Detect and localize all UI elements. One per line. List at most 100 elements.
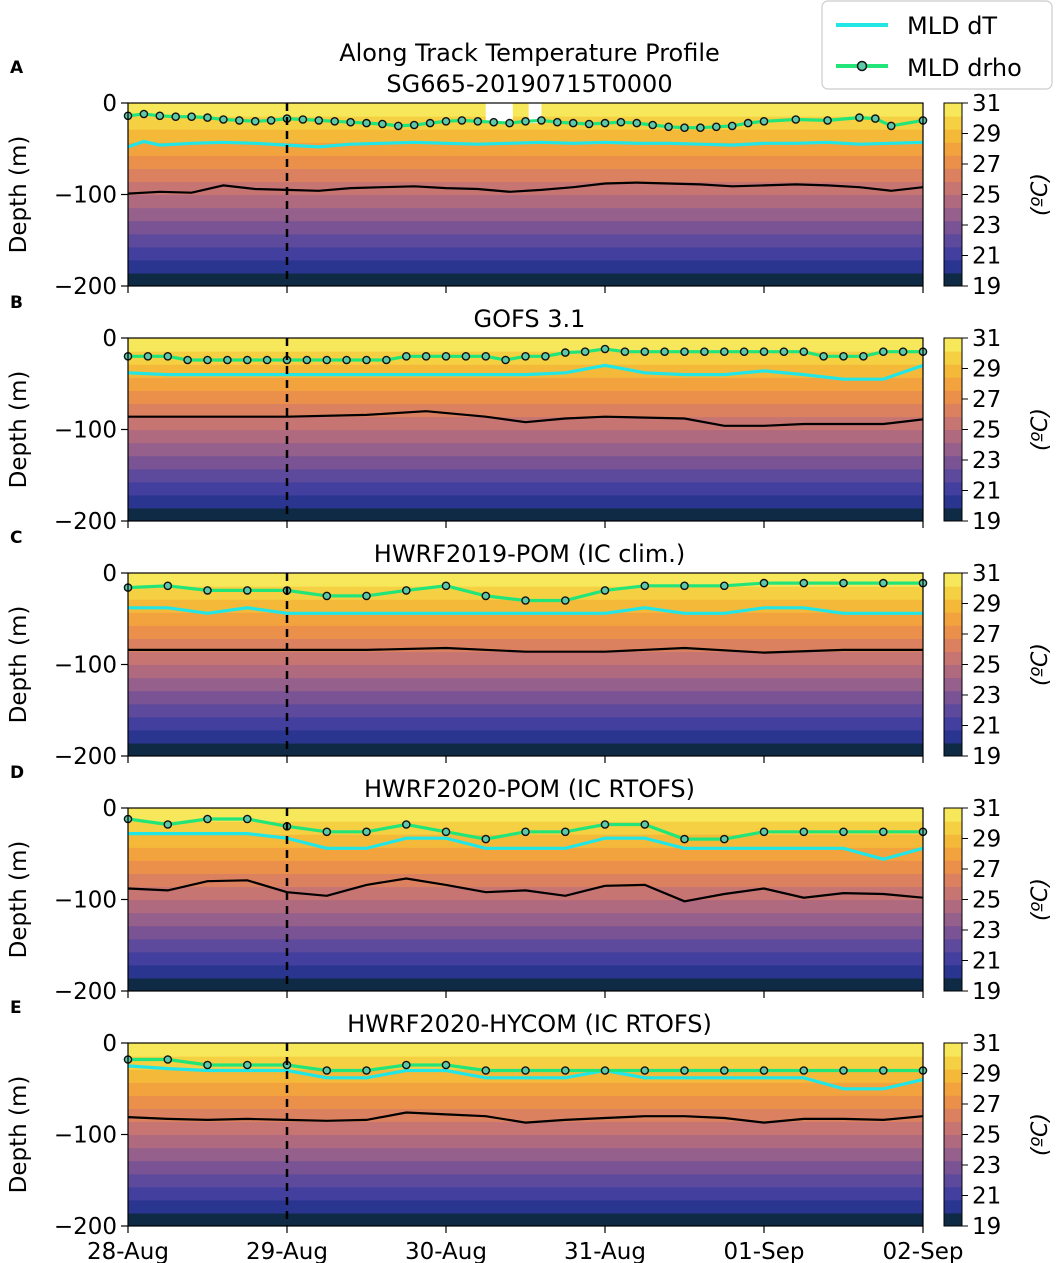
colorbar-segment <box>944 834 962 848</box>
isotherm-26-line <box>128 181 923 195</box>
temperature-band <box>128 1134 923 1149</box>
mld-drho-marker <box>234 116 244 125</box>
mld-drho-marker <box>171 112 180 121</box>
colorbar-tick-label: 27 <box>972 622 1001 648</box>
colorbar-tick-label: 27 <box>972 857 1001 883</box>
temperature-band <box>128 703 923 718</box>
mld-drho-marker <box>600 820 610 829</box>
mld-drho-marker <box>823 116 832 125</box>
temperature-band <box>128 259 923 274</box>
panel-letter: E <box>10 998 22 1018</box>
panel-title: Along Track Temperature Profile <box>339 39 720 67</box>
mld-drho-marker <box>489 117 499 127</box>
temperature-band <box>128 977 923 991</box>
mld-drho-marker <box>362 118 371 128</box>
mld-drho-marker <box>680 347 689 357</box>
mld-drho-marker <box>481 351 491 361</box>
colorbar-segment <box>944 951 962 966</box>
colorbar-segment <box>944 847 962 861</box>
colorbar-tick-label: 23 <box>972 213 1001 239</box>
temperature-band <box>128 742 923 756</box>
mld-drho-marker <box>266 116 276 125</box>
mld-drho-marker <box>382 355 391 365</box>
mld-drho-marker <box>616 117 626 127</box>
mld-drho-marker <box>242 355 252 365</box>
temperature-band <box>128 220 923 235</box>
mld-drho-marker <box>163 581 173 591</box>
colorbar-segment <box>944 481 962 496</box>
colorbar-segment <box>944 977 962 992</box>
mld-drho-marker <box>163 351 173 361</box>
mld-drho-marker <box>163 820 173 829</box>
mld-drho-marker <box>600 586 610 595</box>
temperature-band <box>128 1173 923 1188</box>
colorbar-segment <box>944 233 962 248</box>
mld-drho-marker <box>401 1060 411 1070</box>
mld-dT-line <box>128 139 923 149</box>
mld-drho-marker <box>553 117 562 127</box>
temperature-band <box>128 612 923 626</box>
colorbar: 31 29 27 25 23 21 19 (ºC) <box>943 796 1053 1005</box>
temperature-band <box>128 194 923 209</box>
colorbar-label: (ºC) <box>1028 643 1053 686</box>
mld-drho-marker <box>203 814 212 824</box>
mld-drho-marker <box>481 591 491 601</box>
mld-drho-marker <box>664 122 673 132</box>
mld-drho-marker <box>203 586 212 595</box>
mld-drho-marker <box>879 578 888 588</box>
colorbar-segment <box>944 1160 962 1175</box>
mld-drho-marker <box>839 351 848 361</box>
y-tick-label: −200 <box>54 979 117 1005</box>
colorbar-segment <box>944 1199 962 1214</box>
temperature-field <box>128 338 923 521</box>
mld-drho-marker <box>322 591 332 601</box>
mld-drho-marker <box>322 1066 332 1075</box>
mld-drho-marker <box>561 596 570 605</box>
colorbar-tick-label: 27 <box>972 1092 1001 1118</box>
mld-drho-marker <box>712 122 721 132</box>
mld-dT-line <box>128 832 923 861</box>
colorbar-tick-label: 31 <box>972 1031 1001 1057</box>
panel-title: HWRF2020-POM (IC RTOFS) <box>364 775 695 803</box>
mld-drho-marker <box>640 1066 650 1075</box>
panel-a: 0 −100 −200 Depth (m) A Along Track Temperatu… <box>6 39 1053 300</box>
colorbar-segment <box>944 442 962 457</box>
colorbar: 31 29 27 25 23 21 19 (ºC) <box>943 1031 1053 1240</box>
y-axis-label: Depth (m) <box>6 371 32 489</box>
colorbar-tick-label: 29 <box>972 1062 1001 1088</box>
colorbar-segment <box>944 142 962 156</box>
mld-drho-marker <box>521 1066 530 1075</box>
mld-drho-marker <box>727 121 737 131</box>
colorbar-segment <box>944 103 962 117</box>
temperature-band <box>128 1160 923 1175</box>
y-tick-label: −200 <box>54 274 117 300</box>
mld-drho-marker <box>521 827 530 837</box>
mld-drho-marker <box>839 1066 848 1075</box>
colorbar-tick-label: 31 <box>972 91 1001 117</box>
colorbar-segment <box>944 1069 962 1083</box>
temperature-band <box>128 246 923 261</box>
colorbar-segment <box>944 899 962 914</box>
mld-drho-marker <box>362 1066 371 1075</box>
mld-drho-marker <box>879 1066 888 1075</box>
temperature-band <box>128 716 923 731</box>
mld-drho-marker <box>346 117 355 127</box>
temperature-band <box>128 507 923 521</box>
legend-drho-marker <box>856 60 868 72</box>
mld-drho-marker <box>155 111 165 121</box>
mld-drho-marker <box>839 578 848 588</box>
colorbar-segment <box>944 1173 962 1188</box>
colorbar-tick-label: 21 <box>972 479 1001 505</box>
colorbar-tick-label: 27 <box>972 152 1001 178</box>
colorbar-label: (ºC) <box>1028 408 1053 451</box>
temperature-band <box>128 377 923 391</box>
colorbar-segment <box>944 638 962 652</box>
mld-drho-marker <box>580 347 590 357</box>
panel-letter: C <box>10 528 22 548</box>
colorbar-tick-label: 25 <box>972 653 1001 679</box>
mld-drho-marker <box>481 834 491 844</box>
mld-drho-marker <box>441 581 451 591</box>
temperature-band <box>128 808 923 822</box>
temperature-band <box>128 638 923 653</box>
temperature-band <box>128 651 923 666</box>
